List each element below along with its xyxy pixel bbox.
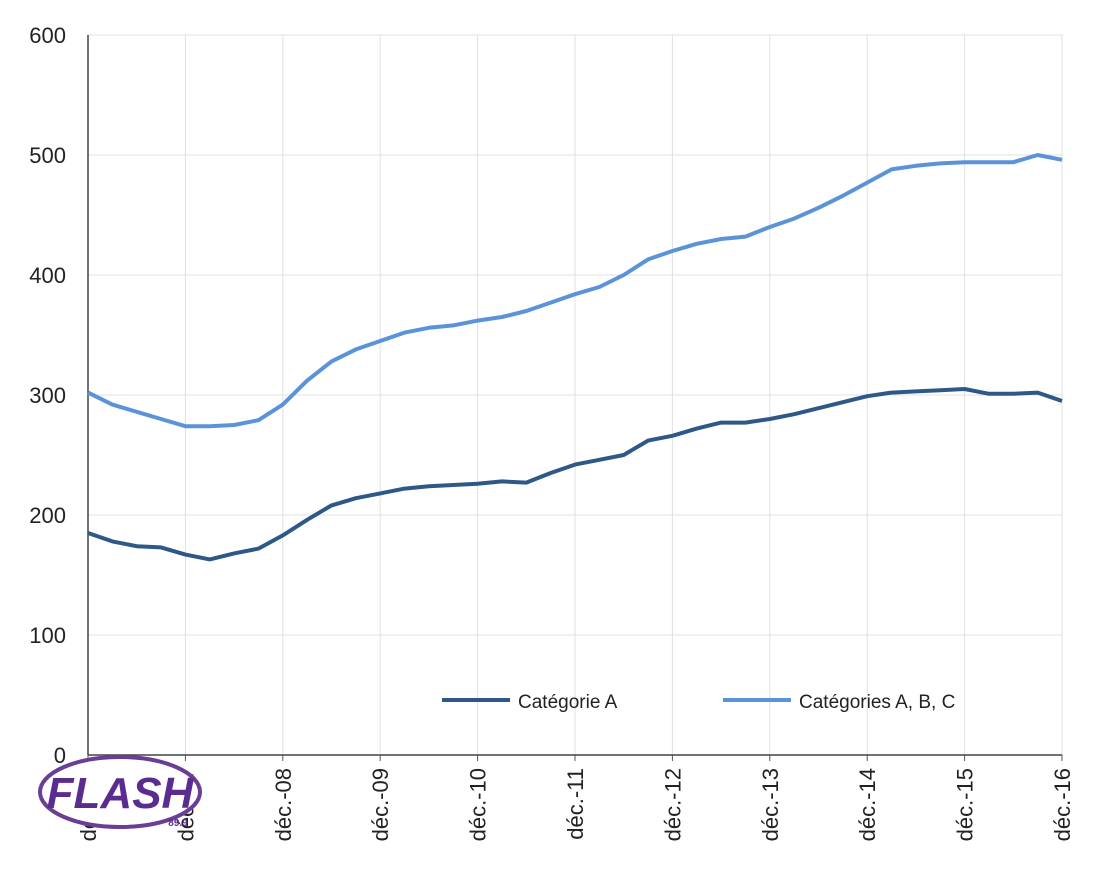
y-tick-label: 0 <box>54 743 66 768</box>
y-tick-label: 200 <box>29 503 66 528</box>
logo-frequency: 89.9 <box>168 818 188 829</box>
x-tick-label: déc.-16 <box>1050 768 1075 841</box>
y-tick-label: 100 <box>29 623 66 648</box>
x-tick-label: déc.-14 <box>855 768 880 841</box>
legend-label: Catégories A, B, C <box>799 692 955 713</box>
x-tick-label: déc.-09 <box>368 768 393 841</box>
logo-ring <box>38 755 202 829</box>
x-tick-label: déc.-08 <box>271 768 296 841</box>
x-tick-label: déc.-11 <box>563 768 588 840</box>
y-tick-label: 600 <box>29 23 66 48</box>
logo: FLASH 89.9 <box>38 755 202 829</box>
series-line <box>87 153 1063 429</box>
y-tick-label: 500 <box>29 143 66 168</box>
y-tick-label: 300 <box>29 383 66 408</box>
y-tick-label: 400 <box>29 263 66 288</box>
x-tick-label: déc.-12 <box>660 768 685 841</box>
x-tick-label: déc.-10 <box>466 768 491 841</box>
x-tick-label: déc.-15 <box>953 768 978 841</box>
series-line <box>87 387 1063 562</box>
logo-text: FLASH <box>47 769 195 818</box>
legend-label: Catégorie A <box>518 692 618 713</box>
x-tick-label: déc.-13 <box>758 768 783 841</box>
